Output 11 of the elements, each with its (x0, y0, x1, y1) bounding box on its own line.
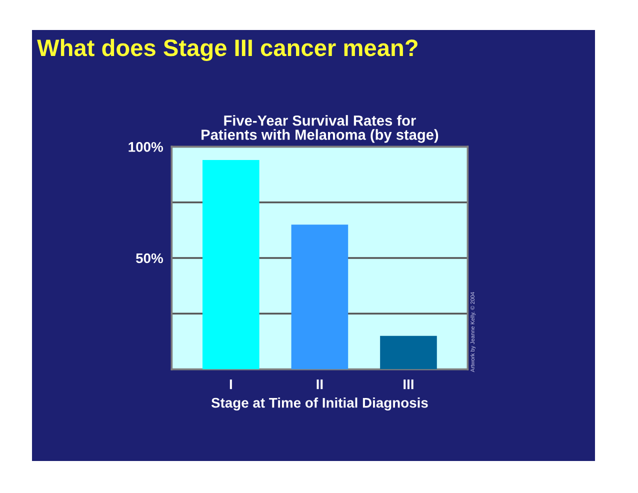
x-tick-label: II (316, 380, 323, 390)
y-tick-label: 50% (136, 253, 163, 264)
bar (380, 336, 437, 370)
x-tick-label: III (404, 380, 414, 390)
chart-title: What does Stage III cancer mean? (37, 38, 418, 62)
bar (291, 224, 348, 370)
x-tick-label: I (230, 380, 232, 390)
chart-subtitle: Five-Year Survival Rates for Patients with Melanoma (by stage) (202, 115, 438, 143)
y-tick-label: 100% (128, 142, 163, 152)
x-axis-title: Stage at Time of Initial Diagnosis (211, 398, 428, 411)
bar (202, 160, 260, 370)
